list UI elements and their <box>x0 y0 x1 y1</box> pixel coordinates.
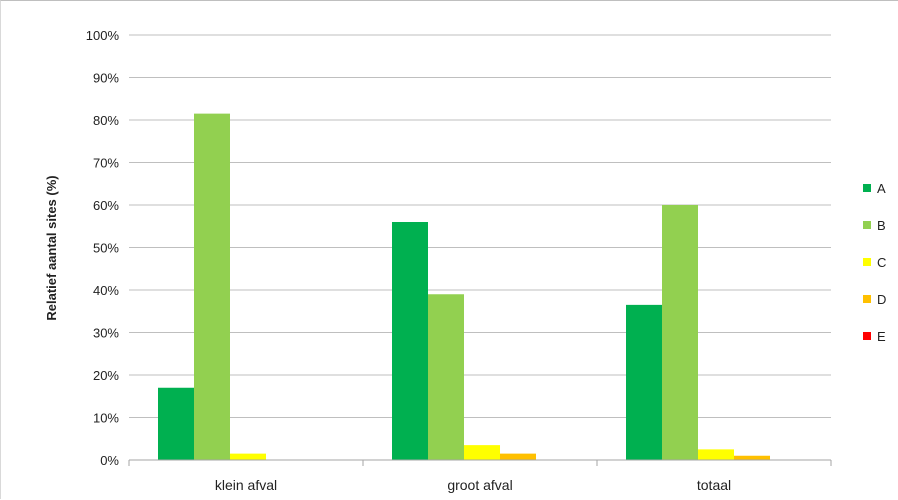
bar-A-1 <box>392 222 428 460</box>
legend-swatch <box>863 258 871 266</box>
y-tick-label: 80% <box>93 113 119 128</box>
bar-A-0 <box>158 387 194 460</box>
legend-swatch <box>863 295 871 303</box>
bar-C-0 <box>230 453 266 460</box>
x-category-label: groot afval <box>447 477 512 493</box>
bars <box>158 113 770 460</box>
x-axis: klein afval groot afval totaal <box>128 459 832 493</box>
y-tick-label: 90% <box>93 71 119 86</box>
legend: A B C D E <box>863 181 886 344</box>
y-tick-label: 30% <box>93 326 119 341</box>
legend-label: E <box>877 329 886 344</box>
legend-swatch <box>863 332 871 340</box>
y-tick-label: 40% <box>93 283 119 298</box>
y-tick-label: 60% <box>93 198 119 213</box>
y-tick-label: 20% <box>93 368 119 383</box>
y-tick-label: 50% <box>93 241 119 256</box>
legend-label: C <box>877 255 886 270</box>
legend-label: B <box>877 218 886 233</box>
bar-D-1 <box>500 453 536 460</box>
legend-swatch <box>863 221 871 229</box>
bar-C-2 <box>698 449 734 460</box>
legend-label: D <box>877 292 886 307</box>
bar-C-1 <box>464 445 500 460</box>
x-category-label: totaal <box>697 477 731 493</box>
bar-A-2 <box>626 304 662 460</box>
y-tick-label: 70% <box>93 156 119 171</box>
y-tick-label: 100% <box>86 28 120 43</box>
bar-D-2 <box>734 455 770 460</box>
y-tick-label: 0% <box>100 453 119 468</box>
bar-B-2 <box>662 205 698 460</box>
gridlines <box>129 34 831 418</box>
y-tick-label: 10% <box>93 411 119 426</box>
bar-B-0 <box>194 113 230 460</box>
x-category-label: klein afval <box>215 477 277 493</box>
y-axis-ticks: 0% 10% 20% 30% 40% 50% 60% 70% 80% 90% 100% <box>86 28 120 468</box>
legend-swatch <box>863 184 871 192</box>
y-axis-label: Relatief aantal sites (%) <box>44 175 59 320</box>
legend-label: A <box>877 181 886 196</box>
bar-B-1 <box>428 294 464 460</box>
